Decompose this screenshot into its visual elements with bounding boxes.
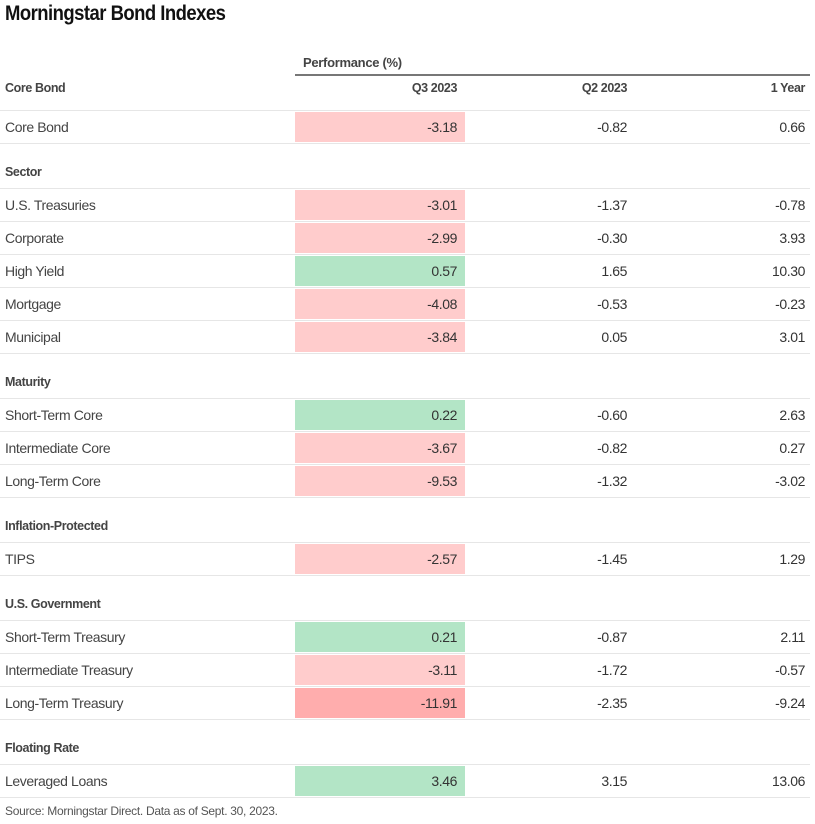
value-cell: -3.84 (295, 322, 465, 352)
value-cell: 0.27 (779, 440, 805, 456)
value-cell: -0.87 (597, 629, 627, 645)
value-cell: -0.23 (775, 296, 805, 312)
value-cell: 13.06 (771, 773, 805, 789)
table-row: Long-Term Treasury -11.91 -2.35 -9.24 (0, 687, 810, 720)
value-cell: -1.37 (597, 197, 627, 213)
value-cell: 3.46 (295, 766, 465, 796)
value-cell: -0.60 (597, 407, 627, 423)
value-cell: -1.32 (597, 473, 627, 489)
column-header: Q3 2023 (411, 81, 458, 95)
column-header: Q2 2023 (581, 81, 628, 95)
row-label: Core Bond (5, 119, 69, 135)
performance-group-header: Performance (%) (295, 55, 810, 76)
value-cell: 0.57 (295, 256, 465, 286)
section-label: Maturity (5, 375, 51, 389)
value-cell: -11.91 (295, 688, 465, 718)
value-cell: -0.53 (597, 296, 627, 312)
value-cell: 3.01 (779, 329, 805, 345)
value-cell: -2.99 (295, 223, 465, 253)
row-label: Leveraged Loans (5, 773, 108, 789)
value-cell: -2.57 (295, 544, 465, 574)
value-cell: 1.29 (779, 551, 805, 567)
row-label: Mortgage (5, 296, 61, 312)
table-row: Mortgage -4.08 -0.53 -0.23 (0, 288, 810, 321)
value-cell: -1.72 (597, 662, 627, 678)
section-label: Inflation-Protected (5, 519, 108, 533)
row-label: U.S. Treasuries (5, 197, 96, 213)
column-header: 1 Year (770, 81, 806, 95)
value-cell: -1.45 (597, 551, 627, 567)
value-cell: -3.18 (295, 112, 465, 142)
table-row: Corporate -2.99 -0.30 3.93 (0, 222, 810, 255)
value-cell: -0.78 (775, 197, 805, 213)
value-cell: -2.35 (597, 695, 627, 711)
value-cell: 3.93 (779, 230, 805, 246)
table-row: Short-Term Core 0.22 -0.60 2.63 (0, 399, 810, 432)
row-label: TIPS (5, 551, 35, 567)
table-row: Intermediate Treasury -3.11 -1.72 -0.57 (0, 654, 810, 687)
row-label: High Yield (5, 263, 65, 279)
value-cell: -0.30 (597, 230, 627, 246)
row-label: Long-Term Core (5, 473, 101, 489)
value-cell: -3.02 (775, 473, 805, 489)
section-label: Core Bond (5, 81, 66, 95)
table-row: Leveraged Loans 3.46 3.15 13.06 (0, 765, 810, 798)
table-row: Short-Term Treasury 0.21 -0.87 2.11 (0, 621, 810, 654)
section-header-row: Floating Rate (0, 720, 810, 765)
row-label: Corporate (5, 230, 64, 246)
value-cell: -9.24 (775, 695, 805, 711)
section-label: Floating Rate (5, 741, 79, 755)
value-cell: -3.01 (295, 190, 465, 220)
section-label: Sector (5, 165, 42, 179)
section-header-row: Inflation-Protected (0, 498, 810, 543)
section-header-row: Sector (0, 144, 810, 189)
column-header-row: Core Bond Q3 2023 Q2 2023 1 Year (0, 76, 810, 100)
value-cell: 2.63 (779, 407, 805, 423)
table-row: Long-Term Core -9.53 -1.32 -3.02 (0, 465, 810, 498)
source-note: Source: Morningstar Direct. Data as of S… (5, 804, 278, 818)
table-row: Core Bond -3.18 -0.82 0.66 (0, 111, 810, 144)
value-cell: -0.82 (597, 119, 627, 135)
table-row: High Yield 0.57 1.65 10.30 (0, 255, 810, 288)
section-header-row: U.S. Government (0, 576, 810, 621)
section-header-row: Maturity (0, 354, 810, 399)
value-cell: 0.21 (295, 622, 465, 652)
row-label: Short-Term Core (5, 407, 103, 423)
table-row: U.S. Treasuries -3.01 -1.37 -0.78 (0, 189, 810, 222)
header-spacer (0, 100, 810, 111)
row-label: Short-Term Treasury (5, 629, 125, 645)
row-label: Long-Term Treasury (5, 695, 124, 711)
page-title: Morningstar Bond Indexes (5, 2, 226, 25)
row-label: Municipal (5, 329, 61, 345)
table-row: Municipal -3.84 0.05 3.01 (0, 321, 810, 354)
value-cell: -4.08 (295, 289, 465, 319)
value-cell: -3.11 (295, 655, 465, 685)
value-cell: 3.15 (601, 773, 627, 789)
value-cell: -0.82 (597, 440, 627, 456)
section-label: U.S. Government (5, 597, 101, 611)
value-cell: 0.05 (601, 329, 627, 345)
row-label: Intermediate Core (5, 440, 111, 456)
value-cell: -0.57 (775, 662, 805, 678)
value-cell: 0.66 (779, 119, 805, 135)
value-cell: 2.11 (780, 629, 805, 645)
row-label: Intermediate Treasury (5, 662, 133, 678)
bond-index-table: Core Bond Q3 2023 Q2 2023 1 Year Core Bond -3… (0, 76, 810, 798)
value-cell: -3.67 (295, 433, 465, 463)
table-row: Intermediate Core -3.67 -0.82 0.27 (0, 432, 810, 465)
value-cell: -9.53 (295, 466, 465, 496)
table-row: TIPS -2.57 -1.45 1.29 (0, 543, 810, 576)
value-cell: 1.65 (601, 263, 627, 279)
value-cell: 10.30 (771, 263, 805, 279)
value-cell: 0.22 (295, 400, 465, 430)
